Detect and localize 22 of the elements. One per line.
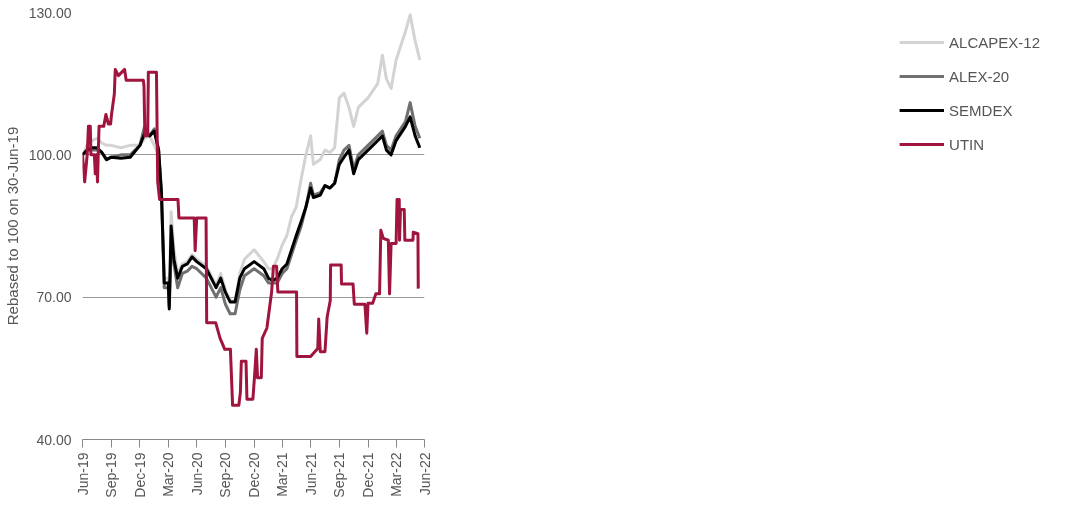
x-tick-label: Jun-21 bbox=[302, 452, 319, 496]
x-tick-label: Jun-22 bbox=[416, 452, 433, 496]
x-tick-label: Mar-21 bbox=[274, 452, 291, 497]
x-tick-label: Mar-20 bbox=[160, 452, 177, 497]
x-tick-label: Jun-20 bbox=[188, 452, 205, 496]
x-tick-label: Jun-19 bbox=[74, 452, 91, 496]
y-tick-label: 130.00 bbox=[28, 4, 72, 21]
legend-label: UTIN bbox=[949, 135, 985, 153]
legend-label: ALCAPEX-12 bbox=[949, 33, 1040, 51]
x-tick-label: Sep-19 bbox=[103, 452, 120, 498]
x-tick-label: Dec-21 bbox=[360, 452, 377, 498]
x-tick-label: Dec-19 bbox=[131, 452, 148, 498]
legend-label: ALEX-20 bbox=[949, 67, 1010, 85]
y-tick-label: 100.00 bbox=[28, 146, 72, 163]
x-tick-label: Sep-20 bbox=[217, 452, 234, 498]
y-axis-title: Rebased to 100 on 30-Jun-19 bbox=[3, 126, 21, 326]
legend-label: SEMDEX bbox=[949, 101, 1013, 119]
x-tick-label: Sep-21 bbox=[331, 452, 348, 498]
x-tick-label: Dec-20 bbox=[246, 452, 263, 498]
y-tick-label: 70.00 bbox=[36, 289, 72, 306]
y-tick-label: 40.00 bbox=[36, 431, 72, 448]
x-tick-label: Mar-22 bbox=[388, 452, 405, 497]
